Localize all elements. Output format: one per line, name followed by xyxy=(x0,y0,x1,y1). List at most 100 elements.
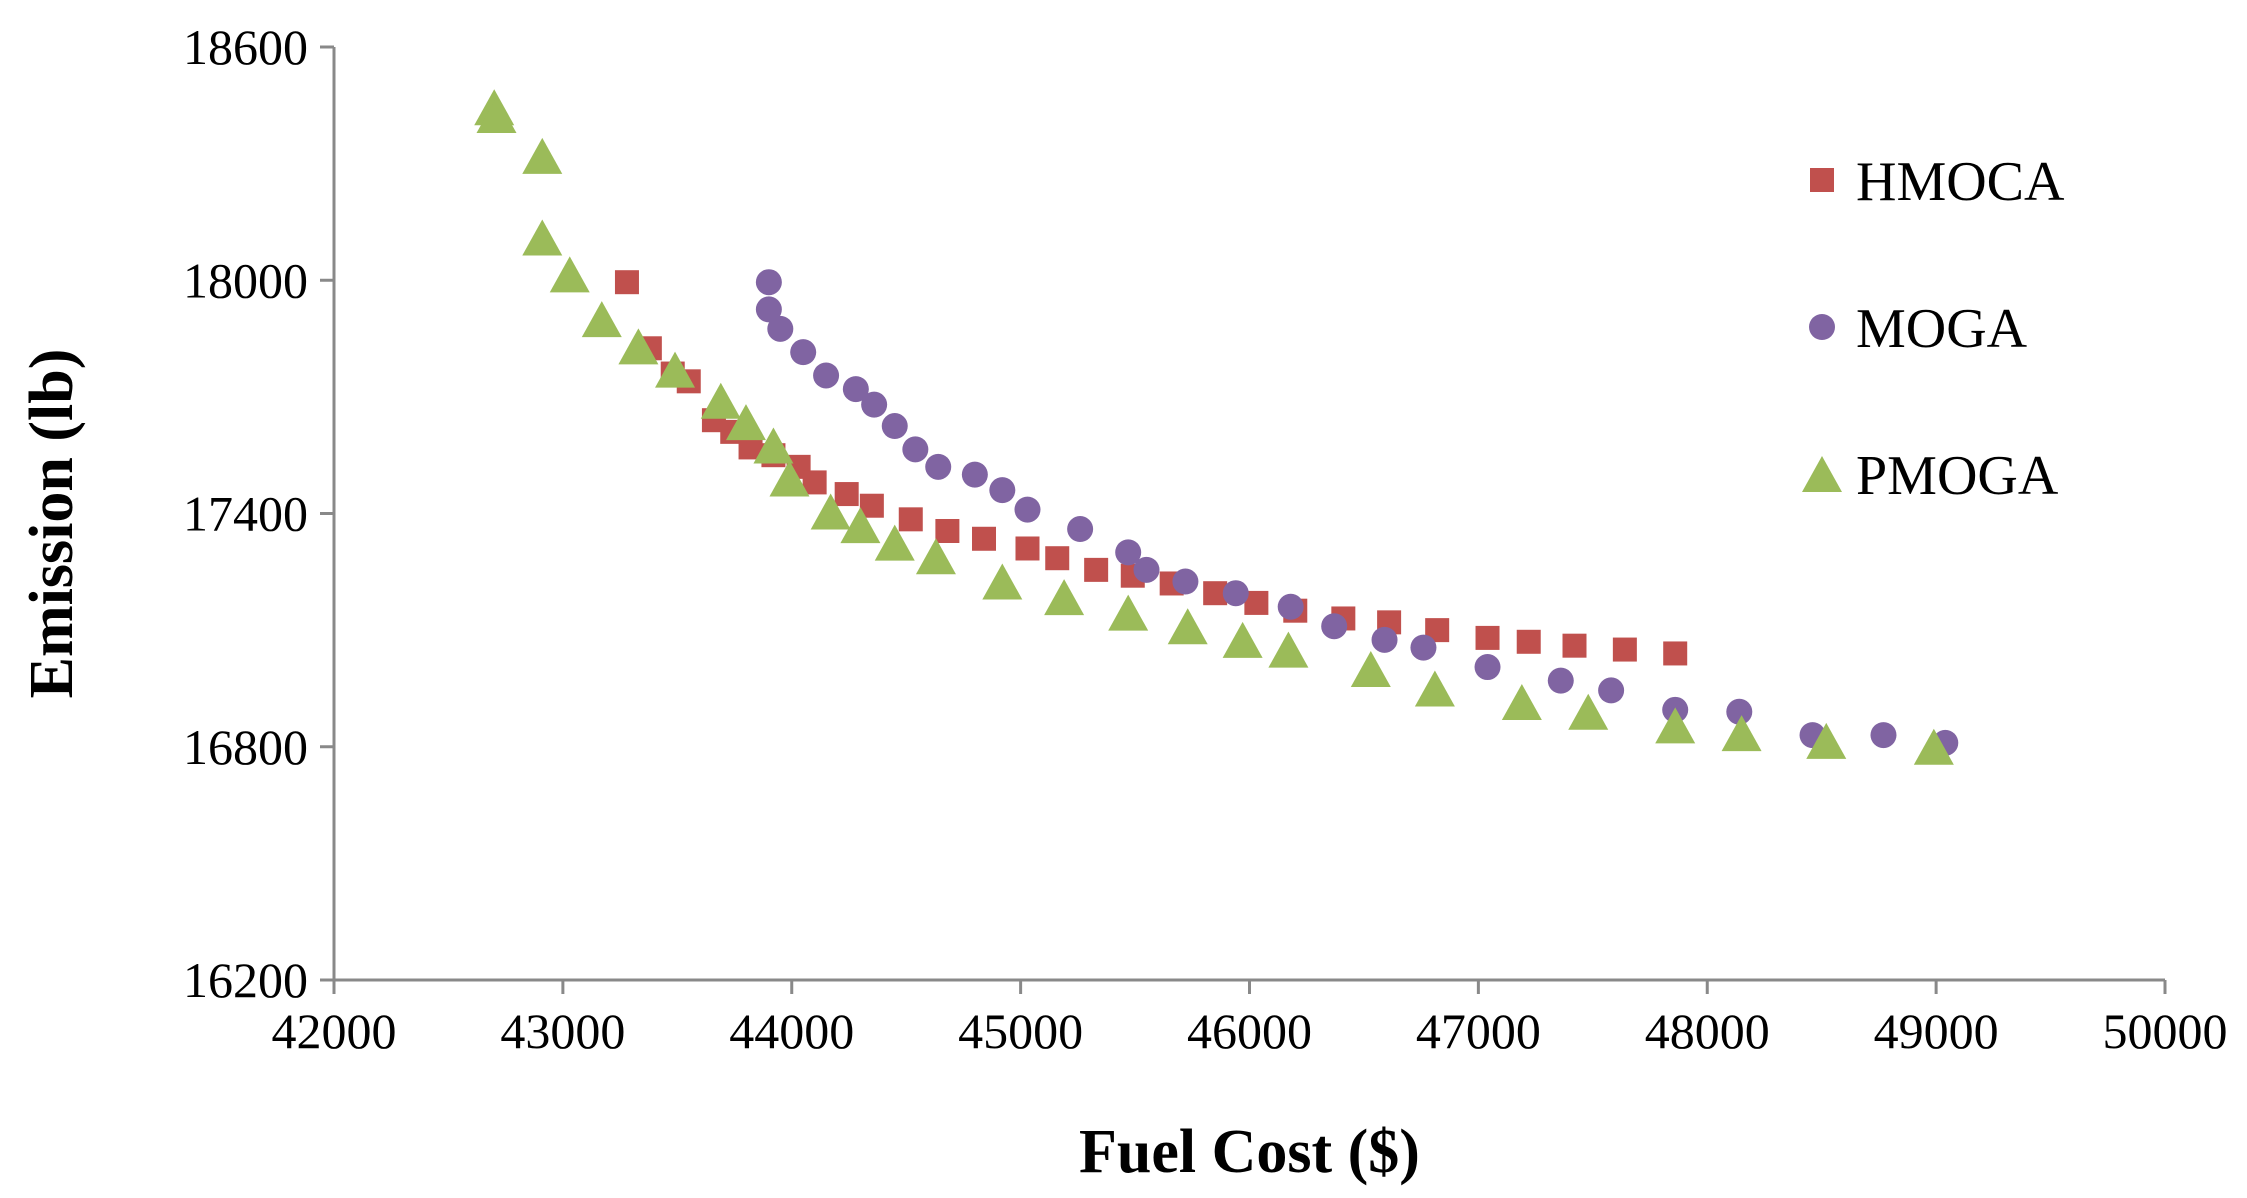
pmoga-point xyxy=(1268,631,1309,668)
moga-point xyxy=(902,436,929,463)
legend-item-hmoca: HMOCA xyxy=(1810,151,2065,213)
moga-point xyxy=(842,376,869,403)
pmoga-point xyxy=(655,351,696,388)
y-tick-label: 17400 xyxy=(183,486,308,542)
hmoca-point xyxy=(1612,637,1637,662)
pmoga-point xyxy=(1167,608,1208,645)
x-tick-label: 48000 xyxy=(1645,1003,1770,1059)
pmoga-point xyxy=(982,563,1023,600)
hmoca-point xyxy=(802,470,827,495)
hmoca-point xyxy=(1045,546,1070,571)
pmoga-point xyxy=(874,524,915,561)
moga-point xyxy=(1321,613,1348,640)
hmoca-point xyxy=(1475,625,1500,650)
pmoga-point xyxy=(915,538,956,575)
hmoca-point xyxy=(972,526,997,551)
x-tick-label: 45000 xyxy=(958,1003,1083,1059)
moga-point xyxy=(881,413,908,440)
y-tick-label: 18600 xyxy=(183,19,308,75)
legend-label: MOGA xyxy=(1856,298,2028,360)
legend-label: PMOGA xyxy=(1856,445,2059,507)
pmoga-point xyxy=(618,328,659,365)
hmoca-point xyxy=(1015,536,1040,561)
moga-point xyxy=(925,453,952,480)
x-axis-title: Fuel Cost ($) xyxy=(1079,1118,1420,1186)
moga-point xyxy=(1410,634,1437,661)
legend: HMOCA MOGA PMOGA xyxy=(1802,151,2065,507)
moga-point xyxy=(1222,580,1249,607)
moga-point xyxy=(1115,539,1142,566)
pmoga-point xyxy=(1108,594,1149,631)
hmoca-point xyxy=(1516,629,1541,654)
legend-marker-circle xyxy=(1809,314,1835,340)
pmoga-point xyxy=(581,301,622,338)
moga-point xyxy=(989,477,1016,504)
moga-point xyxy=(1547,667,1574,694)
pmoga-point xyxy=(1568,693,1609,730)
pmoga-point xyxy=(700,382,741,419)
pmoga-point xyxy=(1414,670,1455,707)
moga-point xyxy=(790,339,817,366)
moga-point xyxy=(1474,654,1501,681)
moga-point xyxy=(1067,516,1094,543)
pmoga-point xyxy=(1044,579,1085,616)
hmoca-point xyxy=(898,507,923,532)
y-tick-label: 16200 xyxy=(183,952,308,1008)
pmoga-point xyxy=(1501,684,1542,721)
hmoca-point xyxy=(1663,641,1688,666)
moga-point xyxy=(1172,568,1199,595)
moga-point xyxy=(1371,626,1398,653)
x-tick-label: 50000 xyxy=(2103,1003,2228,1059)
moga-point xyxy=(755,269,782,296)
moga-point xyxy=(1133,556,1160,583)
hmoca-point xyxy=(834,482,859,507)
x-tick-label: 49000 xyxy=(1874,1003,1999,1059)
ticks: 16200 16800 17400 18000 18600 42000 43000 44000… xyxy=(183,19,2228,1059)
x-tick-label: 44000 xyxy=(729,1003,854,1059)
moga-point xyxy=(1598,677,1625,704)
series-moga xyxy=(755,269,1959,756)
pmoga-point xyxy=(725,404,766,441)
moga-point xyxy=(813,362,840,389)
data-points xyxy=(474,89,1959,765)
pmoga-point xyxy=(769,460,810,497)
pmoga-point xyxy=(810,493,851,530)
moga-point xyxy=(1014,496,1041,523)
pmoga-point xyxy=(840,507,881,544)
pmoga-point xyxy=(753,427,794,464)
x-tick-label: 42000 xyxy=(272,1003,397,1059)
hmoca-point xyxy=(1084,557,1109,582)
moga-point xyxy=(767,315,794,342)
pmoga-point xyxy=(1721,715,1762,752)
x-tick-label: 43000 xyxy=(500,1003,625,1059)
hmoca-point xyxy=(935,518,960,543)
y-axis-title: Emission (lb) xyxy=(18,349,86,699)
pmoga-point xyxy=(1806,722,1847,759)
moga-point xyxy=(1870,722,1897,749)
x-tick-label: 46000 xyxy=(1187,1003,1312,1059)
hmoca-point xyxy=(1562,633,1587,658)
legend-marker-triangle xyxy=(1802,456,1842,492)
x-tick-label: 47000 xyxy=(1416,1003,1541,1059)
pmoga-point xyxy=(1913,728,1954,765)
legend-label: HMOCA xyxy=(1856,151,2065,213)
legend-marker-square xyxy=(1810,168,1834,192)
pmoga-point xyxy=(1350,651,1391,687)
hmoca-point xyxy=(859,493,884,518)
moga-point xyxy=(861,391,888,418)
hmoca-point xyxy=(614,270,639,295)
pmoga-point xyxy=(1655,707,1696,744)
legend-item-moga: MOGA xyxy=(1809,298,2028,360)
pmoga-point xyxy=(549,256,590,293)
pmoga-point xyxy=(1222,621,1263,658)
moga-point xyxy=(961,461,988,488)
pmoga-point xyxy=(522,219,563,256)
pmoga-point xyxy=(476,97,517,134)
y-tick-label: 18000 xyxy=(183,252,308,308)
moga-point xyxy=(755,296,782,323)
y-tick-label: 16800 xyxy=(183,719,308,775)
moga-point xyxy=(1726,698,1753,725)
moga-point xyxy=(1277,593,1304,620)
